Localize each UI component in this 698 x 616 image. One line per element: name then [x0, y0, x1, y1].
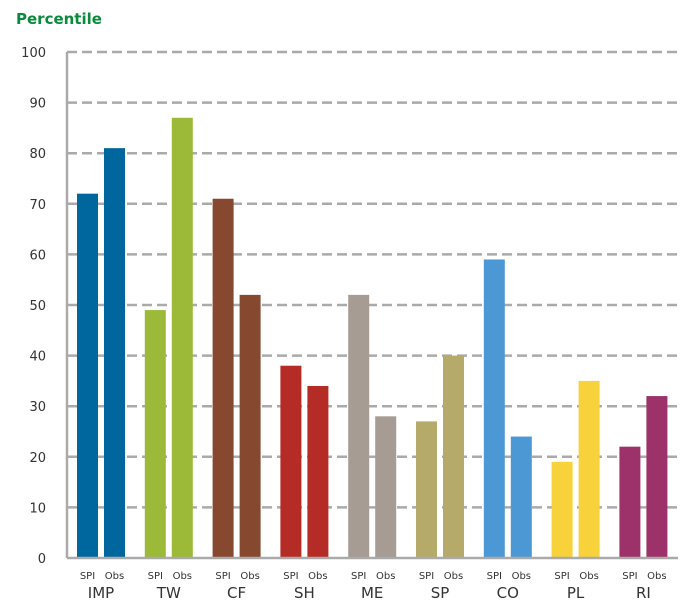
y-tick-label: 0 — [38, 552, 46, 567]
y-axis-ticks: 0 10 20 30 40 50 60 70 80 90 100 — [21, 46, 46, 567]
y-tick-label: 30 — [29, 400, 46, 415]
bar-cf-spi — [212, 198, 234, 559]
bar-cf-obs — [239, 294, 261, 558]
series-label: Obs — [444, 571, 463, 582]
bar-pl-obs — [578, 380, 600, 558]
bar-me-obs — [375, 416, 397, 558]
bar-sh-obs — [307, 385, 329, 558]
bar-tw-spi — [144, 310, 166, 558]
series-label: SPI — [487, 571, 502, 582]
bar-pl-spi — [551, 461, 573, 558]
category-label: TW — [156, 584, 181, 602]
y-tick-label: 50 — [29, 299, 46, 314]
category-label: RI — [636, 584, 651, 602]
y-tick-label: 100 — [21, 46, 46, 61]
bar-me-spi — [348, 294, 370, 558]
series-label: SPI — [419, 571, 434, 582]
category-label: PL — [567, 584, 585, 602]
series-label: Obs — [308, 571, 327, 582]
chart-title: Percentile — [16, 10, 102, 28]
category-label: CF — [227, 584, 246, 602]
series-label: Obs — [512, 571, 531, 582]
bar-sp-obs — [443, 355, 464, 558]
series-label: SPI — [148, 571, 163, 582]
bar-tw-obs — [171, 117, 193, 558]
category-label: IMP — [88, 584, 114, 602]
series-label: SPI — [80, 571, 95, 582]
y-tick-label: 60 — [29, 248, 46, 263]
bar-sh-spi — [280, 365, 302, 558]
series-label: SPI — [283, 571, 298, 582]
series-label: SPI — [554, 571, 569, 582]
x-axis-labels: SPI Obs IMP SPI Obs TW SPI Obs CF SPI Obs SH SPI Obs M… — [80, 571, 667, 602]
bar-imp-obs — [104, 148, 125, 558]
series-label: Obs — [376, 571, 395, 582]
y-tick-label: 10 — [29, 501, 46, 516]
y-tick-label: 20 — [29, 451, 46, 466]
bar-sp-spi — [416, 421, 437, 558]
category-label: SP — [431, 584, 450, 602]
y-tick-label: 80 — [29, 147, 46, 162]
series-label: SPI — [622, 571, 637, 582]
series-label: Obs — [647, 571, 666, 582]
bar-co-spi — [483, 259, 505, 558]
series-label: SPI — [351, 571, 366, 582]
series-label: Obs — [579, 571, 598, 582]
y-tick-label: 40 — [29, 350, 46, 365]
bar-ri-obs — [646, 396, 668, 558]
category-label: CO — [497, 584, 519, 602]
y-tick-label: 90 — [29, 97, 46, 112]
category-label: ME — [361, 584, 383, 602]
bar-ri-spi — [619, 446, 641, 558]
category-label: SH — [294, 584, 315, 602]
gridlines — [67, 50, 678, 509]
series-label: Obs — [240, 571, 259, 582]
y-tick-label: 70 — [29, 198, 46, 213]
bar-imp-spi — [77, 193, 98, 558]
bar-co-obs — [510, 436, 532, 558]
bars — [77, 117, 668, 559]
series-label: Obs — [173, 571, 192, 582]
series-label: SPI — [215, 571, 230, 582]
series-label: Obs — [105, 571, 124, 582]
